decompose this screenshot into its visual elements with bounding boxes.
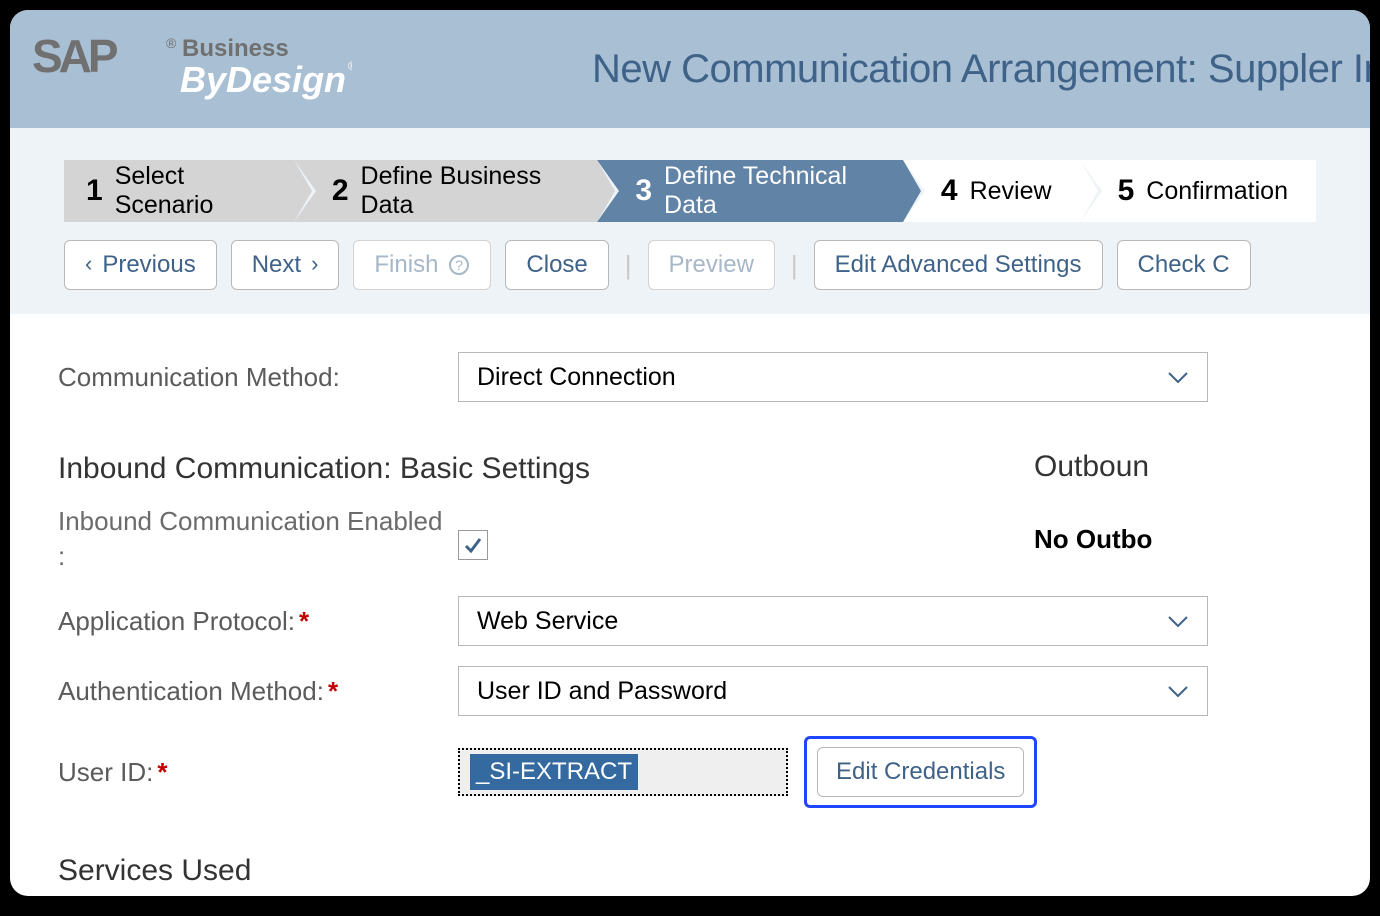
finish-button[interactable]: Finish ? xyxy=(353,240,491,290)
edit-credentials-button[interactable]: Edit Credentials xyxy=(817,747,1024,797)
wizard-steps: 1 Select Scenario 2 Define Business Data… xyxy=(64,160,1316,222)
page-title: New Communication Arrangement: Suppler I… xyxy=(592,47,1370,92)
check-completeness-button[interactable]: Check C xyxy=(1117,240,1251,290)
wizard-step-4[interactable]: 4 Review xyxy=(903,160,1080,222)
communication-method-label: Communication Method: xyxy=(58,362,458,393)
outbound-text: No Outbo xyxy=(1034,524,1354,555)
application-protocol-value: Web Service xyxy=(477,607,618,636)
chevron-down-icon xyxy=(1167,607,1189,636)
edit-credentials-highlight: Edit Credentials xyxy=(804,736,1037,808)
sap-logo: SAP ® Business ByDesign ® xyxy=(32,30,352,108)
outbound-column: Outboun No Outbo xyxy=(1034,450,1354,555)
user-id-value: _SI-EXTRACT xyxy=(470,754,638,790)
user-id-label: User ID:* xyxy=(58,757,458,788)
toolbar-divider: | xyxy=(789,250,800,281)
check-icon xyxy=(462,534,484,556)
svg-text:SAP: SAP xyxy=(32,30,118,82)
header-bar: SAP ® Business ByDesign ® New Communicat… xyxy=(10,10,1370,128)
preview-button[interactable]: Preview xyxy=(648,240,775,290)
wizard-step-3[interactable]: 3 Define Technical Data xyxy=(597,160,903,222)
wizard-step-5[interactable]: 5 Confirmation xyxy=(1080,160,1316,222)
content-area: Communication Method: Direct Connection … xyxy=(10,314,1370,888)
user-id-field[interactable]: _SI-EXTRACT xyxy=(458,748,788,796)
svg-text:?: ? xyxy=(456,257,464,273)
toolbar: ‹ Previous Next › Finish ? Close | Previ… xyxy=(10,222,1370,314)
wizard-bar: 1 Select Scenario 2 Define Business Data… xyxy=(10,128,1370,222)
svg-text:Business: Business xyxy=(182,35,289,62)
authentication-method-value: User ID and Password xyxy=(477,677,727,706)
chevron-down-icon xyxy=(1167,363,1189,392)
chevron-right-icon: › xyxy=(311,253,318,275)
application-protocol-select[interactable]: Web Service xyxy=(458,596,1208,646)
authentication-method-row: Authentication Method:* User ID and Pass… xyxy=(58,666,1370,716)
svg-text:ByDesign: ByDesign xyxy=(180,59,346,100)
edit-advanced-settings-button[interactable]: Edit Advanced Settings xyxy=(814,240,1103,290)
previous-button[interactable]: ‹ Previous xyxy=(64,240,217,290)
inbound-enabled-label: Inbound Communication Enabled : xyxy=(58,504,458,574)
wizard-step-1[interactable]: 1 Select Scenario xyxy=(64,160,294,222)
communication-method-row: Communication Method: Direct Connection xyxy=(58,352,1370,402)
chevron-left-icon: ‹ xyxy=(85,253,92,275)
help-icon: ? xyxy=(448,254,470,276)
inbound-enabled-checkbox[interactable] xyxy=(458,530,488,560)
wizard-step-2[interactable]: 2 Define Business Data xyxy=(294,160,597,222)
toolbar-divider: | xyxy=(623,250,634,281)
registered-icon: ® xyxy=(166,35,177,51)
outbound-heading: Outboun xyxy=(1034,450,1354,484)
next-button[interactable]: Next › xyxy=(231,240,340,290)
chevron-down-icon xyxy=(1167,677,1189,706)
communication-method-select[interactable]: Direct Connection xyxy=(458,352,1208,402)
authentication-method-select[interactable]: User ID and Password xyxy=(458,666,1208,716)
app-frame: SAP ® Business ByDesign ® New Communicat… xyxy=(10,10,1370,896)
services-used-title: Services Used xyxy=(58,854,1370,888)
authentication-method-label: Authentication Method:* xyxy=(58,676,458,707)
user-id-row: User ID:* _SI-EXTRACT Edit Credentials xyxy=(58,736,1370,808)
svg-text:®: ® xyxy=(348,59,352,73)
application-protocol-row: Application Protocol:* Web Service xyxy=(58,596,1370,646)
close-button[interactable]: Close xyxy=(505,240,608,290)
communication-method-value: Direct Connection xyxy=(477,363,676,392)
application-protocol-label: Application Protocol:* xyxy=(58,606,458,637)
